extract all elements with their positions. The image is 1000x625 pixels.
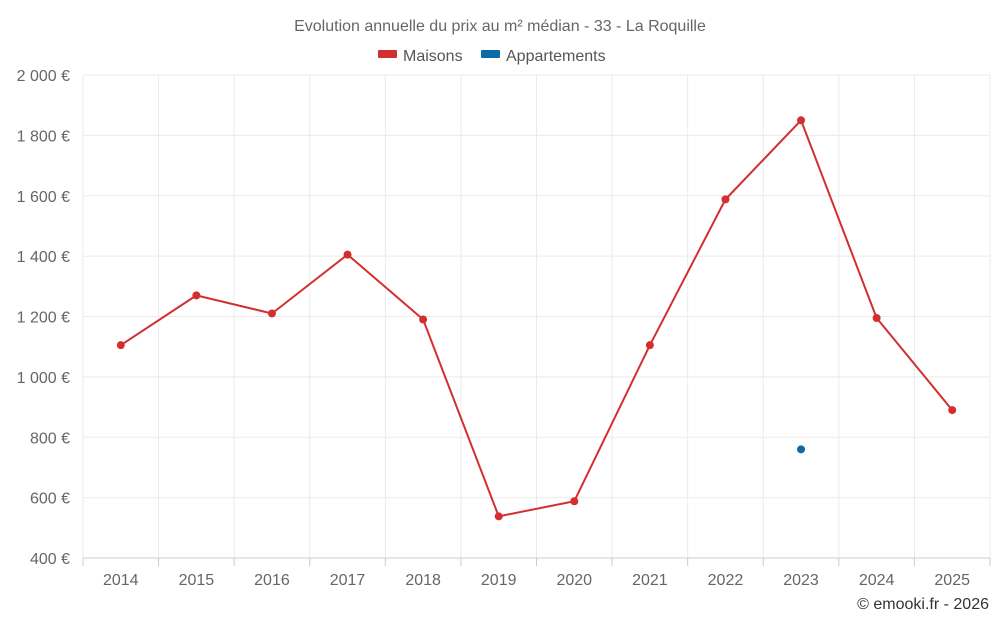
legend-item-maisons[interactable]: Maisons [378,48,463,65]
x-tick-label: 2020 [556,572,592,589]
data-point-maisons[interactable] [721,195,730,204]
data-point-maisons[interactable] [419,315,428,324]
x-tick-label: 2017 [330,572,366,589]
series [116,116,957,521]
data-point-maisons[interactable] [343,250,352,259]
legend-label-appartements: Appartements [506,48,606,65]
x-axis-labels: 2014 2015 2016 2017 2018 2019 2020 2021 2022 2023… [103,572,970,589]
x-tick-label: 2021 [632,572,668,589]
x-tick-label: 2024 [859,572,895,589]
legend-label-maisons: Maisons [403,48,463,65]
y-tick-label: 400 € [30,551,70,568]
series-maisons [116,116,957,521]
data-point-maisons[interactable] [116,341,125,350]
data-point-maisons[interactable] [645,341,654,350]
data-point-maisons[interactable] [494,512,503,521]
y-tick-label: 1 000 € [17,370,70,387]
legend-item-appartements[interactable]: Appartements [481,48,606,65]
grid [82,74,991,566]
legend-swatch-maisons [378,50,397,58]
x-tick-label: 2015 [179,572,215,589]
y-tick-label: 1 600 € [17,189,70,206]
x-tick-label: 2019 [481,572,517,589]
y-tick-label: 600 € [30,491,70,508]
data-point-maisons[interactable] [267,309,276,318]
y-tick-label: 1 200 € [17,310,70,327]
data-point-maisons[interactable] [570,497,579,506]
y-tick-label: 800 € [30,430,70,447]
data-point-maisons[interactable] [872,314,881,323]
series-line-maisons [119,119,954,518]
x-tick-label: 2014 [103,572,139,589]
legend: Maisons Appartements [378,48,606,65]
data-point-appartements[interactable] [797,445,806,454]
legend-swatch-appartements [481,50,500,58]
credit-text: © emooki.fr - 2026 [857,596,989,613]
chart-title: Evolution annuelle du prix au m² médian … [294,18,706,35]
data-point-maisons[interactable] [192,291,201,300]
y-axis-labels: 400 € 600 € 800 € 1 000 € 1 200 € 1 400 € 1 60… [17,68,70,568]
y-tick-label: 2 000 € [17,68,70,85]
y-tick-label: 1 800 € [17,128,70,145]
x-tick-label: 2022 [708,572,744,589]
x-tick-label: 2025 [934,572,970,589]
y-tick-label: 1 400 € [17,249,70,266]
data-point-maisons[interactable] [797,116,806,125]
data-point-maisons[interactable] [948,406,957,415]
x-tick-label: 2018 [405,572,441,589]
x-tick-label: 2016 [254,572,290,589]
x-tick-label: 2023 [783,572,819,589]
series-appartements [797,445,806,454]
